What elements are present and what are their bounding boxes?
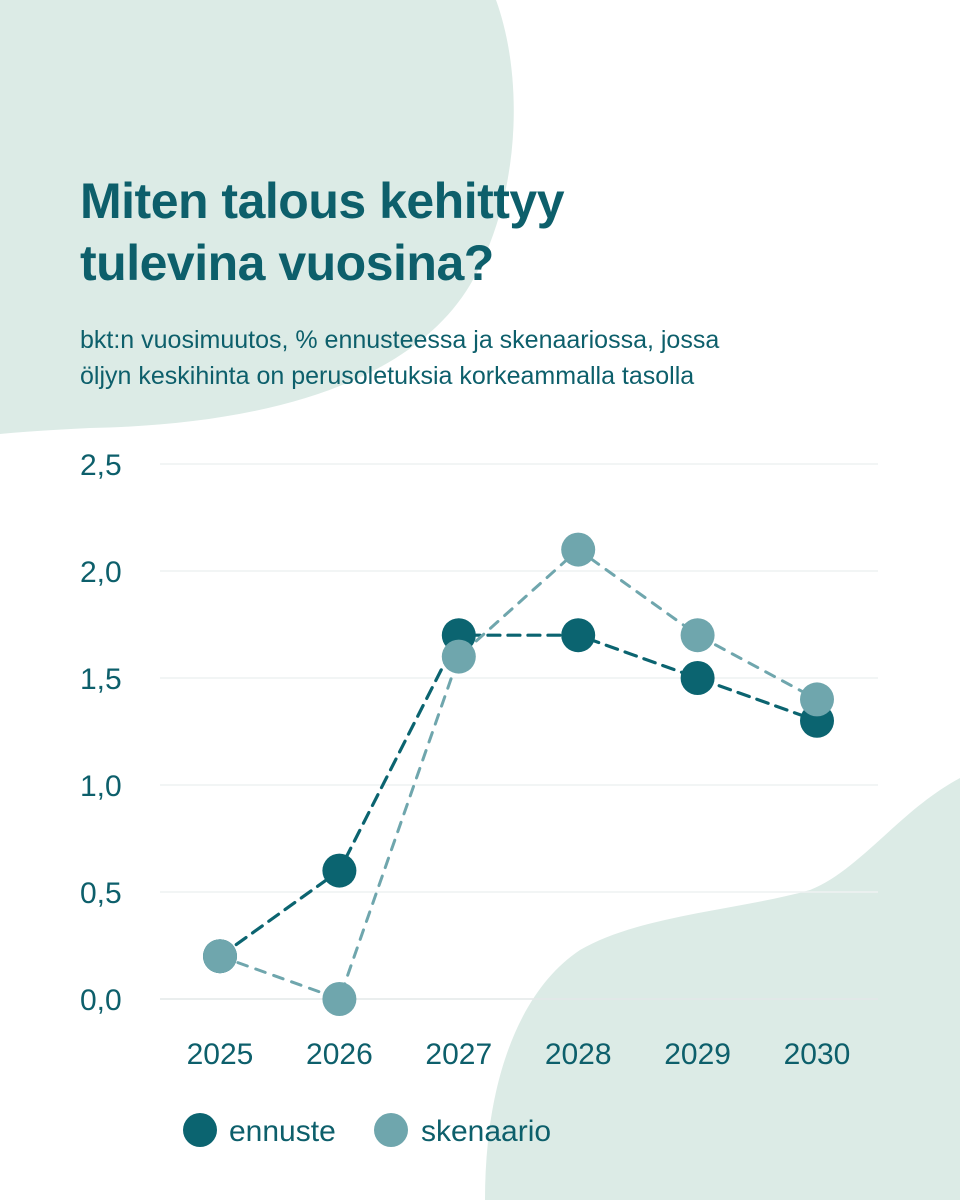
y-tick-label: 0,5: [80, 877, 122, 910]
x-tick-label: 2025: [187, 1038, 254, 1071]
subtitle-line-2: öljyn keskihinta on perusoletuksia korke…: [80, 362, 695, 390]
x-axis-ticks: 2025 2026 2027 2028 2029 2030: [187, 1038, 851, 1071]
legend-skenaario-label: skenaario: [421, 1115, 551, 1148]
gridlines: [160, 463, 878, 1000]
data-point-skenaario: [203, 939, 237, 974]
x-tick-label: 2027: [425, 1038, 492, 1071]
x-tick-label: 2028: [545, 1038, 612, 1071]
data-point-ennuste: [680, 661, 715, 695]
legend-ennuste-marker: [183, 1113, 217, 1147]
data-point-skenaario: [800, 682, 834, 717]
background-blob-top-left: [0, 0, 514, 434]
x-tick-label: 2030: [784, 1038, 851, 1071]
data-point-skenaario: [441, 639, 476, 674]
series-line-ennuste: [218, 633, 819, 958]
data-point-skenaario: [680, 618, 715, 653]
legend: ennuste skenaario: [183, 1113, 551, 1148]
chart-subtitle: bkt:n vuosimuutos, % ennusteessa ja sken…: [80, 322, 900, 394]
title-line-2: tulevina vuosina?: [80, 235, 494, 291]
y-tick-label: 2,0: [80, 556, 122, 589]
series-line-skenaario: [218, 548, 819, 1001]
data-point-skenaario: [561, 532, 596, 567]
legend-ennuste-label: ennuste: [229, 1115, 336, 1148]
series-lines: [218, 548, 819, 1001]
y-tick-label: 1,5: [80, 663, 122, 696]
subtitle-line-1: bkt:n vuosimuutos, % ennusteessa ja sken…: [80, 326, 720, 354]
data-point-ennuste: [322, 853, 357, 888]
data-point-ennuste: [561, 618, 596, 653]
y-axis-ticks: 0,0 0,5 1,0 1,5 2,0 2,5: [80, 449, 122, 1017]
background-blob-bottom-right: [485, 778, 960, 1200]
y-tick-label: 2,5: [80, 449, 122, 482]
y-tick-label: 1,0: [80, 770, 122, 803]
x-tick-label: 2029: [664, 1038, 731, 1071]
data-point-skenaario: [322, 982, 357, 1016]
y-tick-label: 0,0: [80, 984, 122, 1017]
chart-title: Miten talous kehittyy tulevina vuosina?: [80, 170, 900, 294]
series-points: [203, 532, 834, 1016]
legend-skenaario-marker: [374, 1113, 408, 1147]
title-line-1: Miten talous kehittyy: [80, 173, 565, 229]
x-tick-label: 2026: [306, 1038, 373, 1071]
